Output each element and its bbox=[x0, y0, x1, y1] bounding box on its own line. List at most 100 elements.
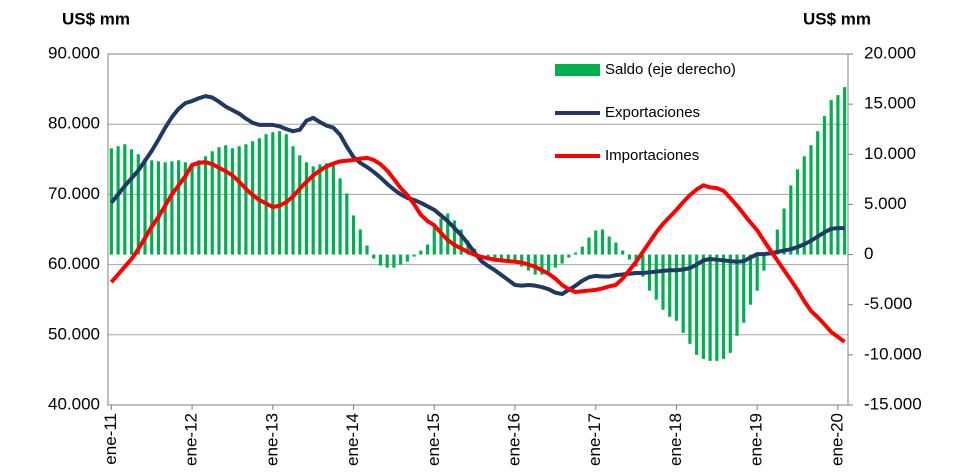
bar bbox=[217, 147, 221, 255]
bar bbox=[412, 254, 416, 257]
bar bbox=[607, 236, 611, 255]
bar bbox=[547, 254, 551, 272]
bar bbox=[533, 254, 537, 275]
bar bbox=[385, 254, 389, 268]
y-tick-label: 90.000 bbox=[48, 43, 100, 62]
bar bbox=[809, 145, 813, 255]
bar bbox=[378, 254, 383, 266]
bar bbox=[365, 245, 369, 255]
bar bbox=[641, 254, 645, 277]
bar bbox=[446, 213, 450, 255]
bar bbox=[425, 244, 430, 255]
x-tick-label: ene-17 bbox=[585, 413, 604, 466]
bar bbox=[123, 144, 127, 255]
bar bbox=[210, 151, 214, 255]
bar bbox=[129, 149, 134, 255]
plot-frame bbox=[107, 53, 849, 406]
bar bbox=[331, 165, 335, 255]
y2-tick-label: 10.000 bbox=[864, 144, 916, 163]
x-tick-label: ene-15 bbox=[424, 413, 443, 466]
line bbox=[109, 155, 846, 344]
bar bbox=[264, 134, 268, 255]
bar bbox=[351, 215, 356, 255]
y-axis-label: US$ mm bbox=[62, 9, 130, 28]
legend-label: Importaciones bbox=[605, 147, 699, 164]
bar bbox=[439, 218, 443, 255]
bar bbox=[674, 254, 679, 321]
bar bbox=[782, 208, 786, 255]
bar bbox=[177, 160, 181, 255]
bar bbox=[822, 116, 827, 255]
y-tick-label: 70.000 bbox=[48, 184, 100, 203]
bar bbox=[170, 161, 174, 255]
bar bbox=[257, 138, 261, 255]
y2-tick-label: 5.000 bbox=[864, 194, 907, 213]
legend-label: Exportaciones bbox=[605, 104, 700, 121]
bar bbox=[587, 237, 591, 255]
x-tick-label: ene-14 bbox=[343, 413, 362, 466]
bar bbox=[721, 254, 726, 359]
bar bbox=[775, 229, 779, 255]
y2-tick-label: 0 bbox=[864, 244, 873, 263]
x-tick-label: ene-12 bbox=[182, 413, 201, 466]
bar bbox=[600, 229, 605, 255]
bar bbox=[681, 254, 685, 333]
bar bbox=[843, 87, 847, 255]
bar bbox=[728, 254, 732, 353]
bar bbox=[802, 156, 806, 255]
bar bbox=[553, 254, 557, 268]
bar bbox=[829, 100, 833, 255]
bar bbox=[573, 252, 578, 255]
bar bbox=[251, 141, 255, 255]
bar bbox=[190, 165, 194, 255]
bar bbox=[203, 156, 208, 255]
bar bbox=[345, 193, 349, 255]
bar bbox=[277, 131, 282, 255]
bar bbox=[755, 254, 759, 291]
bar bbox=[311, 166, 315, 255]
bar bbox=[742, 254, 746, 323]
bar bbox=[715, 254, 719, 361]
y-tick-label: 40.000 bbox=[48, 394, 100, 413]
legend-label: Saldo (eje derecho) bbox=[605, 61, 736, 78]
y2-axis-label: US$ mm bbox=[803, 9, 871, 28]
bar bbox=[701, 254, 705, 359]
y2-tick-label: -10.000 bbox=[864, 344, 922, 363]
bar bbox=[325, 163, 329, 255]
y-tick-label: 80.000 bbox=[48, 114, 100, 133]
y-tick-label: 50.000 bbox=[48, 324, 100, 343]
bar bbox=[795, 169, 800, 255]
legend-swatch bbox=[555, 64, 600, 76]
bar bbox=[594, 230, 598, 255]
bar bbox=[621, 250, 625, 255]
bar bbox=[230, 148, 235, 255]
bar bbox=[748, 254, 753, 305]
y2-tick-label: -15.000 bbox=[864, 394, 922, 413]
bar bbox=[405, 254, 409, 262]
bar bbox=[452, 220, 457, 255]
x-tick-label: ene-18 bbox=[666, 413, 685, 466]
bar bbox=[789, 185, 793, 255]
bar bbox=[136, 154, 140, 255]
x-tick-label: ene-19 bbox=[747, 413, 766, 466]
x-tick-label: ene-11 bbox=[101, 413, 120, 465]
bar bbox=[695, 254, 699, 355]
bar bbox=[116, 146, 120, 255]
bar bbox=[298, 155, 302, 255]
bar bbox=[627, 254, 631, 260]
y2-tick-label: -5.000 bbox=[864, 294, 912, 313]
bar bbox=[654, 254, 658, 300]
bar bbox=[836, 95, 840, 255]
bar bbox=[661, 254, 665, 310]
y2-tick-label: 20.000 bbox=[864, 43, 916, 62]
bar bbox=[432, 225, 436, 255]
bar bbox=[816, 131, 820, 255]
bar bbox=[318, 164, 322, 255]
bar bbox=[143, 158, 147, 255]
y-tick-label: 60.000 bbox=[48, 254, 100, 273]
bar bbox=[614, 242, 618, 255]
bar bbox=[358, 229, 362, 255]
bar bbox=[284, 134, 288, 255]
x-tick-label: ene-20 bbox=[827, 413, 846, 466]
